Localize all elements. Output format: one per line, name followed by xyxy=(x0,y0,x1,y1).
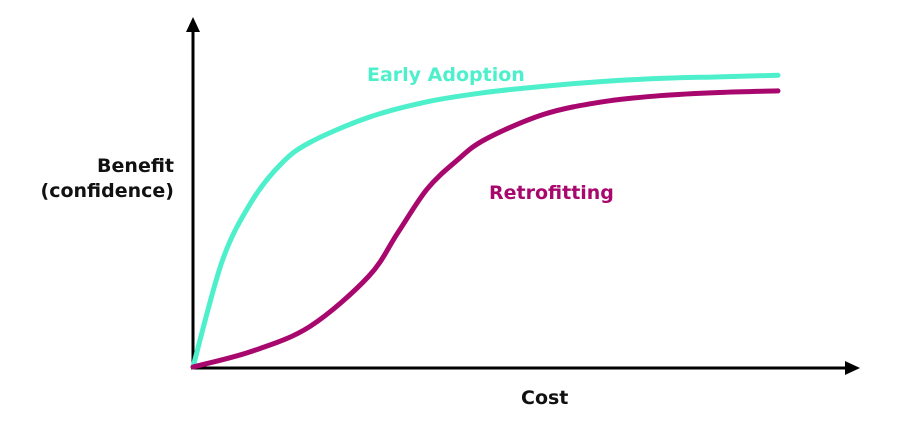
early-adoption-label: Early Adoption xyxy=(367,64,525,86)
y-axis-arrow-icon xyxy=(186,17,200,32)
x-axis-label: Cost xyxy=(521,387,569,409)
y-axis-label-line2: (confidence) xyxy=(40,180,174,202)
y-axis-label: Benefit (confidence) xyxy=(41,154,174,204)
y-axis-label-line1: Benefit xyxy=(97,155,174,177)
retrofitting-curve xyxy=(190,88,781,370)
x-axis-arrow-icon xyxy=(845,361,860,375)
retrofitting-label: Retrofitting xyxy=(489,182,614,204)
early-adoption-curve xyxy=(190,72,781,370)
